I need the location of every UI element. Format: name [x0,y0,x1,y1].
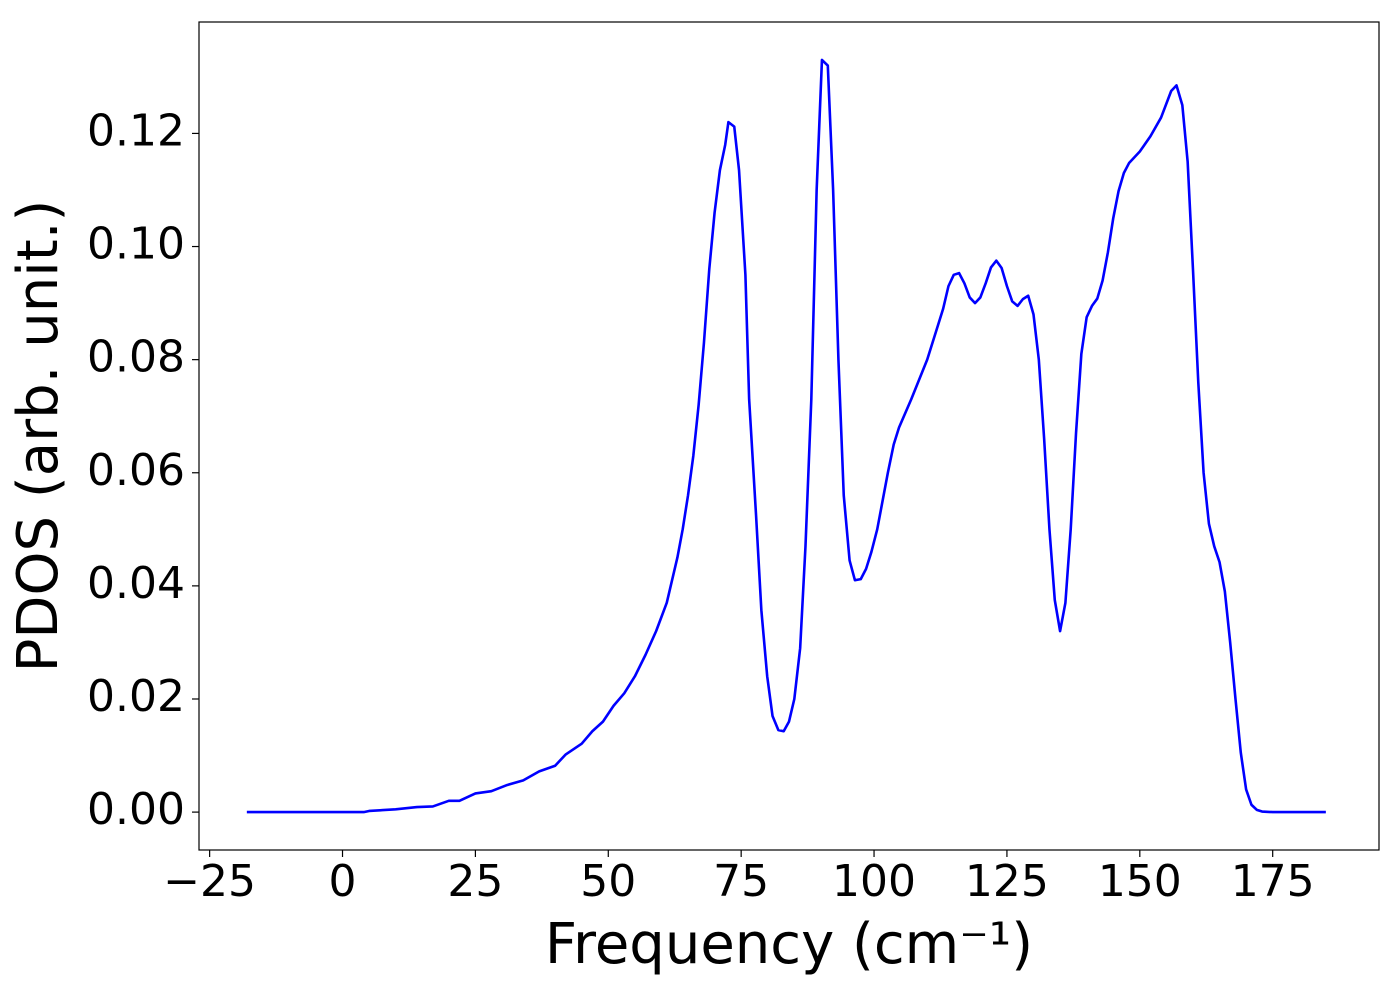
y-tick-label: 0.00 [87,784,185,835]
y-axis-label: PDOS (arb. unit.) [6,200,71,673]
x-tick-label: −25 [163,856,256,907]
x-tick-label: 150 [1098,856,1182,907]
line-series [246,58,1326,814]
y-tick-label: 0.10 [87,219,185,270]
y-tick-label: 0.02 [87,671,185,722]
x-tick-label: 100 [832,856,916,907]
y-tick-label: 0.06 [87,445,185,496]
x-tick-label: 0 [329,856,357,907]
x-tick-label: 25 [447,856,503,907]
x-tick-label: 125 [965,856,1049,907]
y-tick-label: 0.12 [87,105,185,156]
y-tick-label: 0.04 [87,558,185,609]
x-tick-label: 175 [1231,856,1315,907]
x-tick-label: 50 [580,856,636,907]
x-tick-label: 75 [713,856,769,907]
x-axis-label: Frequency (cm⁻¹) [545,912,1033,977]
y-tick-label: 0.08 [87,332,185,383]
plot-frame [198,21,1380,851]
